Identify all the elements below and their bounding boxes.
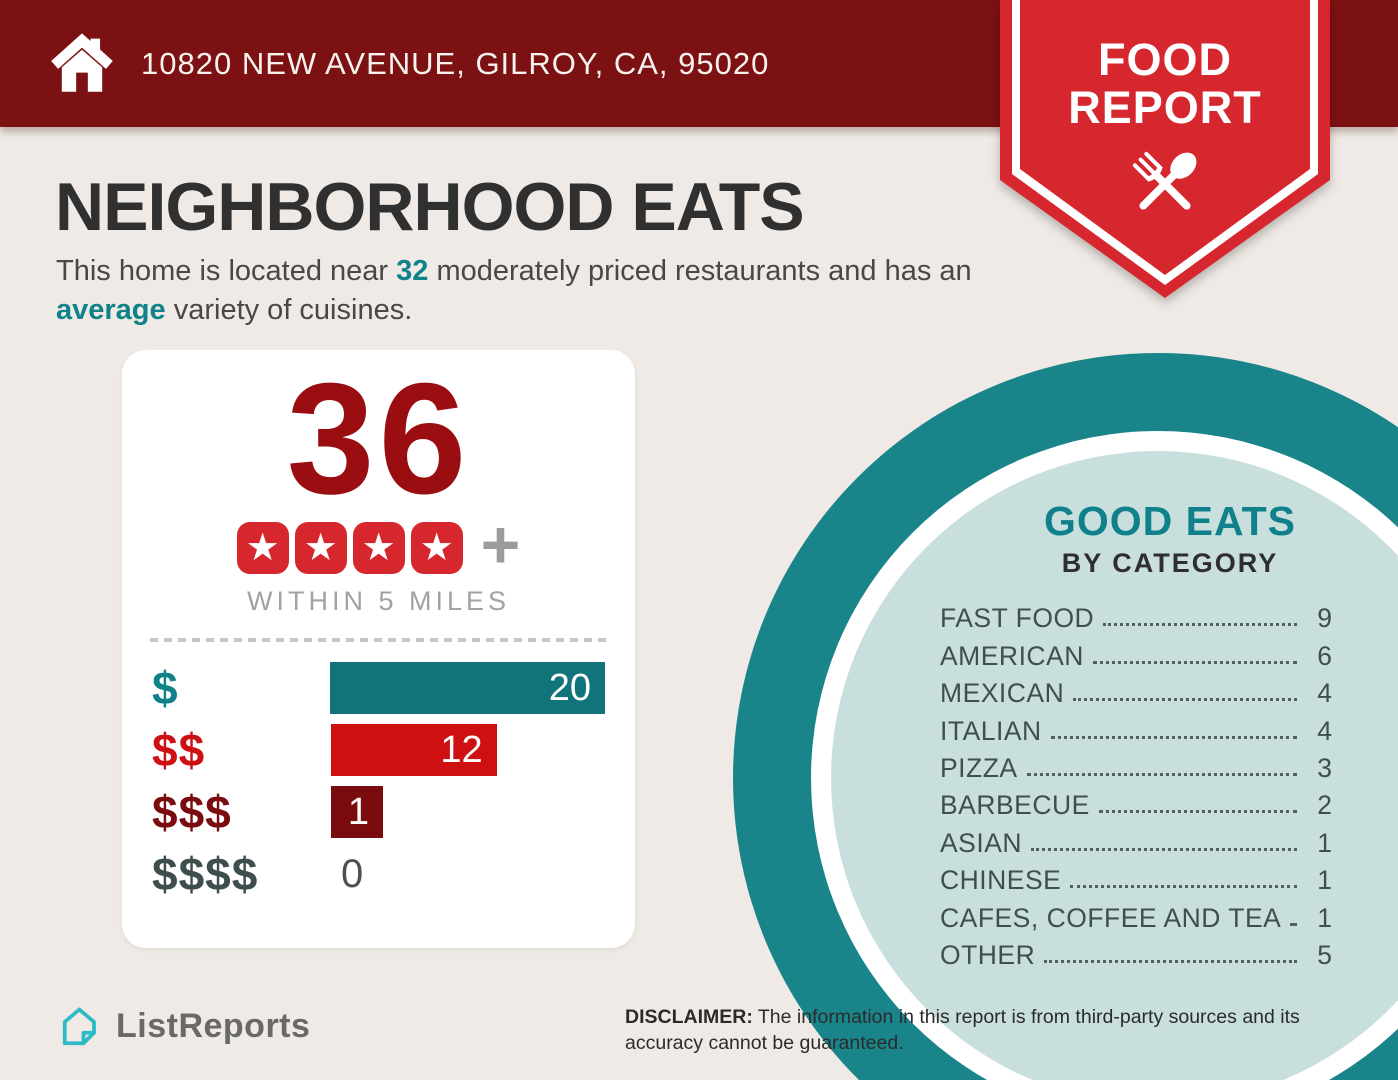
- category-name: BARBECUE: [940, 790, 1090, 821]
- category-count: 1: [1317, 827, 1332, 858]
- category-name: CHINESE: [940, 865, 1062, 896]
- page-subtitle: This home is located near 32 moderately …: [56, 252, 976, 330]
- dashed-divider: [150, 638, 607, 642]
- price-tier-value: 0: [341, 851, 364, 896]
- category-count: 3: [1317, 752, 1332, 783]
- restaurant-count: 32: [396, 255, 429, 287]
- category-row: CAFES, COFFEE AND TEA 1: [940, 900, 1332, 937]
- badge-title: FOOD REPORT: [1000, 36, 1330, 132]
- subtitle-text: variety of cuisines.: [165, 294, 413, 326]
- listreports-house-icon: [62, 1007, 96, 1046]
- subtitle-text: This home is located near: [56, 255, 397, 287]
- dotted-leader: [1073, 698, 1297, 702]
- category-name: OTHER: [940, 939, 1036, 970]
- crossed-spoon-and-fork-icon: [1132, 151, 1197, 210]
- price-tier-bar: 20: [330, 662, 605, 714]
- dotted-leader: [1050, 735, 1297, 739]
- price-tier-row: $$$ 1: [152, 786, 605, 838]
- price-tier-value: 12: [440, 728, 483, 771]
- rating-stars: ★ ★ ★ ★ +: [122, 507, 635, 583]
- dotted-leader: [1092, 660, 1297, 664]
- dotted-leader: [1070, 885, 1297, 889]
- category-row: MEXICAN 4: [940, 676, 1332, 713]
- star-icon: ★: [294, 522, 347, 574]
- disclaimer-label: DISCLAIMER:: [625, 1006, 753, 1028]
- category-name: FAST FOOD: [940, 603, 1095, 634]
- price-tier-label: $$: [152, 724, 206, 776]
- good-eats-subtitle: BY CATEGORY: [1061, 548, 1279, 578]
- price-tier-value: 20: [548, 666, 591, 709]
- category-name: MEXICAN: [940, 678, 1065, 709]
- star-icon: ★: [236, 522, 289, 574]
- listreports-logo: ListReports: [55, 1001, 310, 1051]
- price-tier-label: $: [152, 662, 179, 714]
- restaurant-score-card: 36 ★ ★ ★ ★ + WITHIN 5 MILES $20 $$ 12 $$$ 1 $$$$ 0: [122, 350, 635, 948]
- star-icon: ★: [352, 522, 405, 574]
- plus-sign: +: [480, 507, 521, 583]
- radius-label: WITHIN 5 MILES: [246, 586, 511, 616]
- category-row: AMERICAN 6: [940, 638, 1332, 675]
- category-name: AMERICAN: [940, 640, 1084, 671]
- dotted-leader: [1098, 810, 1297, 814]
- category-name: ITALIAN: [940, 715, 1042, 746]
- category-row: PIZZA 3: [940, 751, 1332, 788]
- disclaimer-text: The information in this report is from t…: [625, 1006, 1300, 1054]
- page-title: NEIGHBORHOOD EATS: [55, 169, 805, 245]
- disclaimer: DISCLAIMER: The information in this repo…: [625, 1004, 1343, 1056]
- category-list: FAST FOOD 9 AMERICAN 6 MEXICAN 4 ITALIAN 4 PIZZA…: [940, 601, 1332, 975]
- price-tier-row: $$ 12: [152, 724, 605, 776]
- category-row: BARBECUE 2: [940, 788, 1332, 825]
- category-name: CAFES, COFFEE AND TEA: [940, 902, 1282, 933]
- good-eats-heading: GOOD EATS BY CATEGORY: [860, 498, 1398, 579]
- category-count: 1: [1317, 902, 1332, 933]
- star-icon: ★: [410, 522, 463, 574]
- dotted-leader: [1031, 847, 1297, 851]
- category-row: CHINESE 1: [940, 863, 1332, 900]
- badge-title-line1: FOOD: [1098, 34, 1232, 85]
- category-name: PIZZA: [940, 752, 1018, 783]
- price-tier-label: $$$: [152, 786, 232, 838]
- category-count: 4: [1317, 715, 1332, 746]
- food-report-badge: FOOD REPORT: [1000, 0, 1330, 302]
- good-eats-title: GOOD EATS: [1044, 498, 1296, 544]
- category-count: 2: [1317, 790, 1332, 821]
- price-tier-bar: 12: [331, 724, 497, 776]
- category-row: ASIAN 1: [940, 825, 1332, 862]
- category-count: 1: [1317, 865, 1332, 896]
- category-row: ITALIAN 4: [940, 713, 1332, 750]
- dotted-leader: [1026, 772, 1297, 776]
- badge-title-line2: REPORT: [1068, 82, 1262, 133]
- price-tier-value: 1: [347, 790, 369, 833]
- price-tier-row: $20: [152, 662, 605, 714]
- category-circle: [831, 451, 1398, 1080]
- category-count: 4: [1317, 678, 1332, 709]
- dotted-leader: [1103, 623, 1297, 627]
- total-restaurants: 36: [286, 351, 471, 527]
- dotted-leader: [1044, 959, 1297, 963]
- category-name: ASIAN: [940, 827, 1023, 858]
- category-count: 6: [1317, 640, 1332, 671]
- price-tier-label: $$$$: [152, 848, 259, 900]
- category-row: OTHER 5: [940, 938, 1332, 975]
- brand-name: ListReports: [116, 1006, 311, 1045]
- category-count: 9: [1317, 603, 1332, 634]
- category-count: 5: [1317, 939, 1332, 970]
- subtitle-text: moderately priced restaurants and has an: [428, 255, 972, 287]
- price-tier-row: $$$$ 0: [152, 848, 605, 900]
- property-address: 10820 NEW AVENUE, GILROY, CA, 95020: [141, 45, 770, 81]
- home-icon: [51, 33, 113, 92]
- price-tier-bar: 1: [331, 786, 383, 838]
- variety-rating: average: [56, 294, 166, 326]
- category-row: FAST FOOD 9: [940, 601, 1332, 638]
- dotted-leader: [1290, 922, 1297, 926]
- price-tier-rows: $20 $$ 12 $$$ 1 $$$$ 0: [152, 662, 605, 910]
